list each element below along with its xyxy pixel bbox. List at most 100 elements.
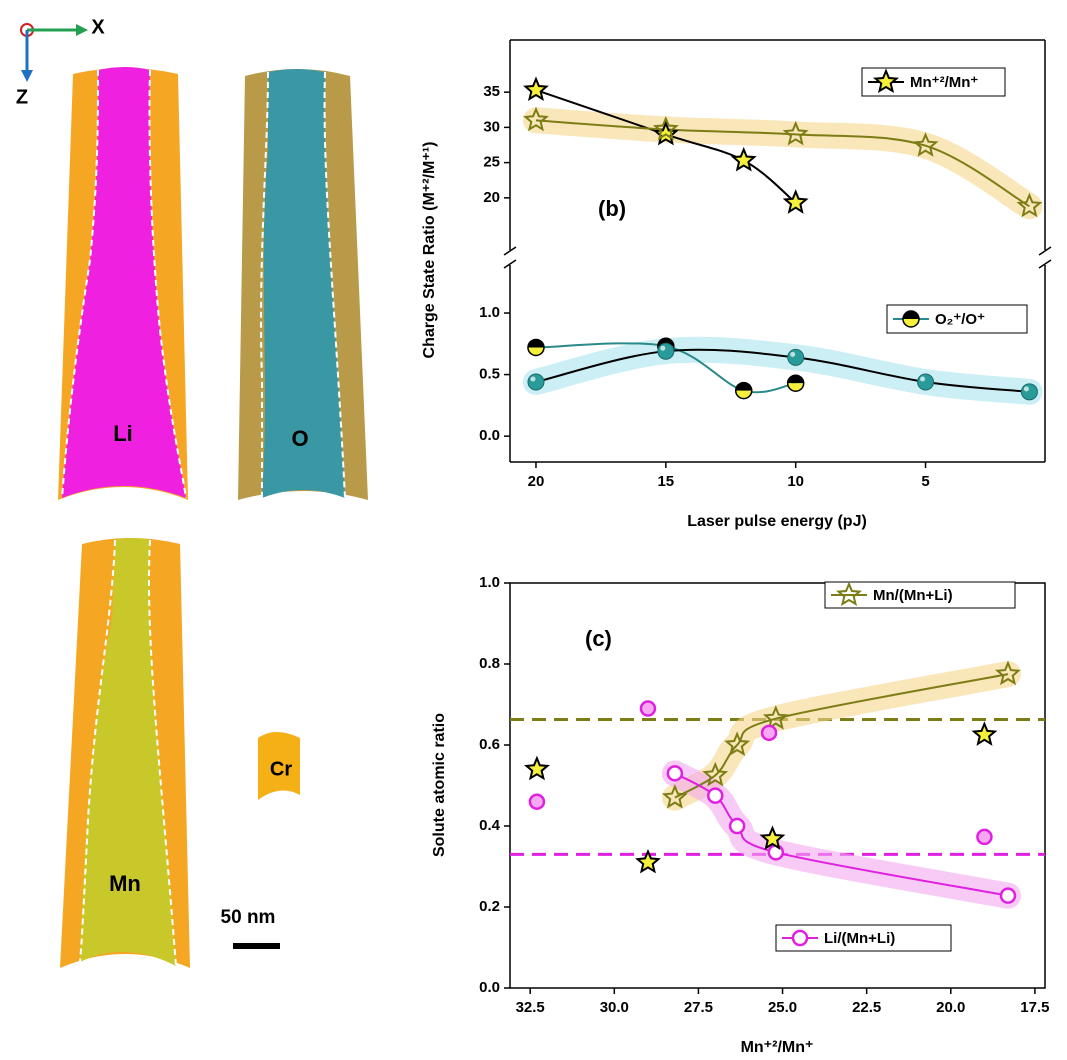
marker bbox=[762, 705, 789, 730]
legend-label: Mn⁺²/Mn⁺ bbox=[910, 74, 978, 91]
marker bbox=[782, 120, 809, 146]
axis-break bbox=[1038, 246, 1052, 269]
marker bbox=[666, 765, 684, 782]
marker-bottom bbox=[735, 390, 752, 399]
marker bbox=[759, 825, 786, 851]
y-tick-label: 0.0 bbox=[479, 427, 500, 444]
marker bbox=[702, 761, 729, 787]
y-tick-label: 1.0 bbox=[479, 574, 500, 591]
marker bbox=[652, 115, 679, 141]
legend: Mn/(Mn+Li) bbox=[824, 581, 1016, 609]
y-tick-label: 0.2 bbox=[479, 898, 500, 915]
x-tick-label: 5 bbox=[921, 473, 929, 490]
marker-outline bbox=[902, 310, 920, 328]
marker-body bbox=[527, 373, 545, 391]
y-axis-label: Solute atomic ratio bbox=[431, 713, 448, 857]
cr-label: Cr bbox=[270, 758, 292, 780]
marker-top bbox=[735, 382, 752, 391]
marker-bottom bbox=[527, 347, 544, 356]
x-tick-label: 15 bbox=[657, 473, 674, 490]
legend: O₂⁺/O⁺ bbox=[886, 304, 1028, 334]
marker-highlight bbox=[1023, 386, 1029, 392]
marker bbox=[528, 793, 546, 810]
marker bbox=[657, 342, 675, 360]
x-axis-label: Laser pulse energy (pJ) bbox=[687, 513, 867, 530]
plot-frame bbox=[509, 582, 1046, 989]
cr-legend bbox=[258, 732, 300, 800]
legend: Mn⁺²/Mn⁺ bbox=[861, 67, 1006, 97]
y-tick-label: 0.5 bbox=[479, 366, 500, 383]
y-tick-label: 1.0 bbox=[479, 304, 500, 321]
scale-bar-label: 50 nm bbox=[221, 907, 276, 928]
marker bbox=[995, 660, 1021, 686]
legend-marker bbox=[835, 581, 863, 606]
mn-label: Mn bbox=[109, 871, 141, 896]
marker bbox=[767, 844, 785, 861]
marker bbox=[523, 76, 549, 101]
o-core bbox=[262, 69, 345, 498]
y-tick-label: 20 bbox=[483, 189, 500, 206]
marker bbox=[760, 724, 778, 742]
x-axis-label: Mn⁺²/Mn⁺ bbox=[741, 1039, 814, 1056]
marker bbox=[787, 348, 805, 366]
marker bbox=[1020, 383, 1038, 401]
marker bbox=[661, 783, 688, 809]
marker bbox=[912, 132, 939, 157]
line bbox=[535, 342, 796, 394]
y-tick-label: 0.0 bbox=[479, 979, 500, 996]
x-tick-label: 10 bbox=[787, 473, 804, 490]
y-axis-label: Charge State Ratio (M⁺²/M⁺¹) bbox=[421, 142, 438, 359]
x-tick-label: 27.5 bbox=[684, 999, 713, 1016]
marker bbox=[527, 373, 545, 391]
marker-outline bbox=[734, 381, 753, 400]
y-tick-label: 0.4 bbox=[479, 817, 501, 834]
marker bbox=[707, 787, 724, 804]
band bbox=[661, 661, 1021, 811]
marker-highlight bbox=[920, 376, 926, 382]
band bbox=[661, 760, 1021, 909]
li-boundary bbox=[61, 69, 187, 499]
marker bbox=[782, 189, 809, 214]
marker bbox=[976, 828, 993, 846]
marker bbox=[527, 338, 545, 357]
legend-marker bbox=[872, 68, 900, 93]
marker-bottom bbox=[903, 319, 919, 327]
marker bbox=[971, 721, 998, 746]
reconstructions: X Z Li O Mn Cr 50 nm bbox=[16, 16, 368, 968]
marker-highlight bbox=[790, 351, 796, 357]
marker bbox=[524, 755, 550, 781]
y-tick-label: 0.8 bbox=[479, 655, 500, 672]
marker bbox=[786, 374, 805, 392]
o-label: O bbox=[291, 426, 308, 451]
panel-label: (b) bbox=[598, 196, 626, 221]
line bbox=[535, 119, 1030, 208]
legend-label: O₂⁺/O⁺ bbox=[935, 311, 985, 328]
marker bbox=[1016, 192, 1043, 218]
x-tick-label: 20.0 bbox=[936, 999, 965, 1016]
z-arrow-head bbox=[21, 70, 33, 82]
marker bbox=[734, 381, 753, 400]
mn-core bbox=[80, 538, 176, 966]
li-core bbox=[62, 67, 186, 498]
marker-bottom bbox=[787, 383, 804, 392]
marker bbox=[730, 146, 757, 172]
marker-top bbox=[787, 375, 804, 384]
marker bbox=[724, 731, 751, 756]
legend-label: Li/(Mn+Li) bbox=[824, 930, 895, 947]
marker-body bbox=[917, 373, 935, 391]
legend: Li/(Mn+Li) bbox=[775, 924, 952, 952]
marker-top bbox=[527, 339, 544, 348]
x-tick-label: 20 bbox=[528, 473, 545, 490]
marker-body bbox=[787, 348, 805, 366]
y-tick-label: 0.6 bbox=[479, 736, 500, 753]
axis-break bbox=[503, 246, 517, 269]
legend-marker bbox=[902, 310, 920, 328]
legend-marker bbox=[791, 929, 809, 947]
mn-boundary bbox=[79, 539, 177, 967]
panel-label: (c) bbox=[585, 626, 612, 651]
marker bbox=[917, 373, 935, 391]
o-boundary bbox=[260, 71, 346, 499]
x-tick-label: 25.0 bbox=[768, 999, 797, 1016]
marker-body bbox=[1020, 383, 1038, 401]
